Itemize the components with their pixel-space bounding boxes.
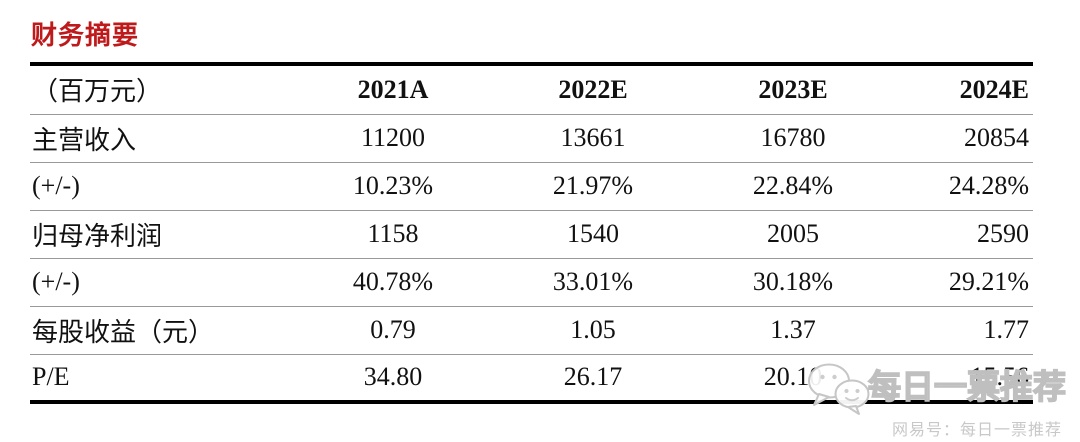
- table-cell: 24.28%: [948, 171, 1029, 200]
- page-title: 财务摘要: [31, 20, 140, 50]
- table-cell: 21.97%: [552, 171, 634, 200]
- row-label: 每股收益（元）: [32, 317, 215, 347]
- table-row-net-profit-growth: (+/-) 40.78% 33.01% 30.18% 29.21%: [30, 258, 1033, 306]
- table-cell: 33.01%: [552, 267, 634, 296]
- table-cell: 1.77: [983, 315, 1030, 344]
- table-cell: 0.79: [370, 315, 416, 344]
- row-label: (+/-): [32, 171, 80, 200]
- table-cell: 22.84%: [752, 171, 834, 200]
- column-header-2023E: 2023E: [758, 74, 828, 104]
- table-cell: 34.80: [363, 362, 423, 392]
- row-label: (+/-): [32, 267, 80, 296]
- watermark-account-text: 网易号：每日一票推荐: [891, 422, 1062, 439]
- table-cell: 15.56: [970, 362, 1030, 392]
- table-cell: 11200: [360, 123, 426, 152]
- table-row-pe: P/E 34.80 26.17 20.10 15.56: [30, 354, 1033, 402]
- table-cell: 20.10: [763, 362, 823, 392]
- table-row-net-profit: 归母净利润 1158 1540 2005 2590: [30, 210, 1033, 258]
- table-cell: 1158: [367, 219, 419, 248]
- table-cell: 2005: [767, 219, 819, 248]
- table-cell: 2590: [977, 219, 1029, 248]
- table-cell: 26.17: [563, 362, 623, 392]
- table-cell: 29.21%: [948, 267, 1029, 296]
- column-header-2021A: 2021A: [357, 74, 429, 104]
- row-label: 归母净利润: [32, 221, 163, 251]
- table-cell: 40.78%: [352, 267, 434, 296]
- unit-header-cell: （百万元）: [32, 77, 163, 107]
- table-cell: 1540: [567, 219, 619, 248]
- row-label: P/E: [32, 362, 70, 392]
- table-cell: 13661: [560, 123, 626, 152]
- table-cell: 16780: [760, 123, 826, 152]
- table-cell: 1.37: [770, 315, 816, 344]
- table-cell: 10.23%: [352, 171, 434, 200]
- row-label: 主营收入: [32, 125, 137, 155]
- table-cell: 1.05: [570, 315, 616, 344]
- table-row-eps: 每股收益（元） 0.79 1.05 1.37 1.77: [30, 306, 1033, 354]
- column-header-2022E: 2022E: [558, 74, 628, 104]
- table-row-revenue-growth: (+/-) 10.23% 21.97% 22.84% 24.28%: [30, 162, 1033, 210]
- financial-summary-table: （百万元） 2021A 2022E 2023E 2024E 主营收入 11200…: [30, 62, 1033, 404]
- table-row-revenue: 主营收入 11200 13661 16780 20854: [30, 114, 1033, 162]
- table-cell: 20854: [964, 123, 1029, 152]
- table-cell: 30.18%: [752, 267, 834, 296]
- table-header-row: （百万元） 2021A 2022E 2023E 2024E: [30, 64, 1033, 114]
- column-header-2024E: 2024E: [959, 74, 1029, 104]
